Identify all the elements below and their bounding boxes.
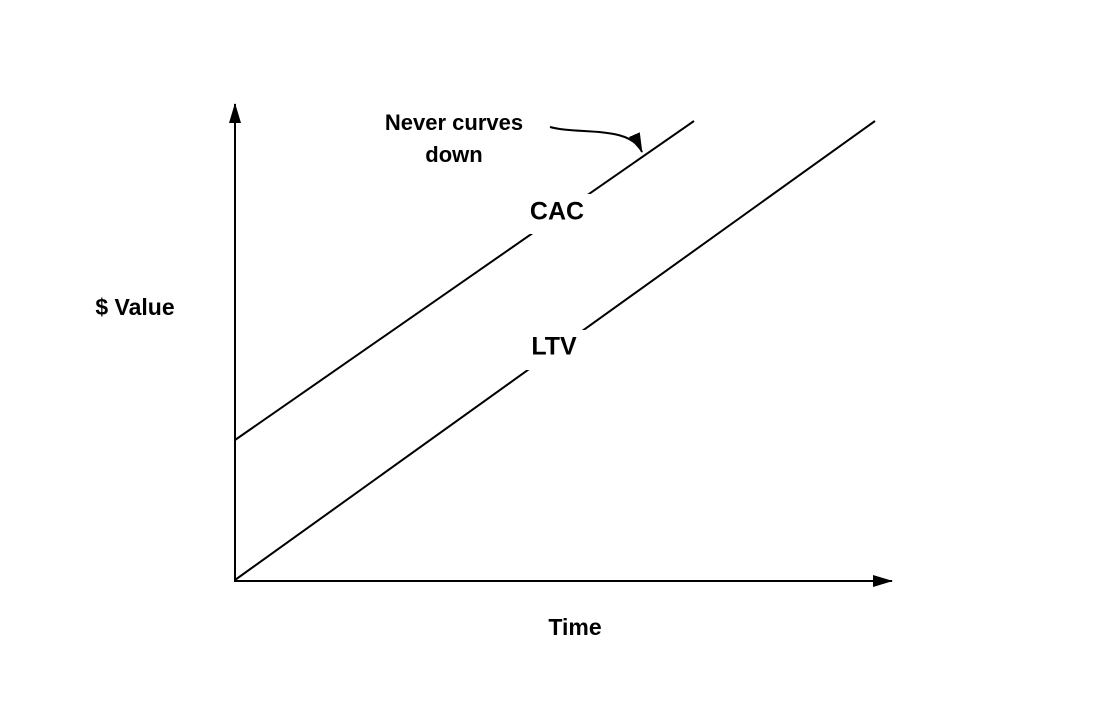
label-gap bbox=[518, 194, 596, 234]
cac-line bbox=[234, 120, 695, 441]
annotation-text: down bbox=[425, 142, 482, 167]
label-gap bbox=[520, 330, 588, 370]
line-label: LTV bbox=[531, 333, 577, 361]
line-label: CAC bbox=[530, 198, 584, 226]
annotation-text: Never curves bbox=[385, 110, 523, 135]
y-axis-label: $ Value bbox=[95, 294, 174, 320]
x-axis-label: Time bbox=[548, 614, 601, 640]
annotation-arrow bbox=[549, 126, 643, 153]
